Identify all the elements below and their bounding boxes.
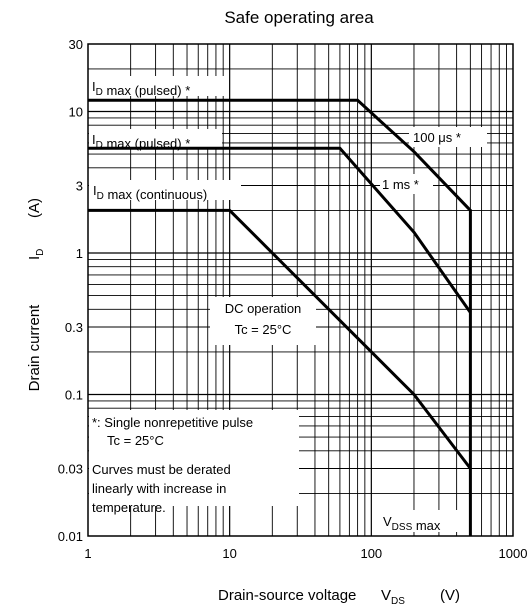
x-tick-label: 10 [222,546,236,561]
id-max-continuous: ID max (continuous) [93,183,207,202]
dc-operation-line1: DC operation [225,301,302,316]
y-axis-title: Drain current [26,304,43,392]
x-axis-label: Drain-source voltage VDS (V) [218,587,460,607]
label-background [89,180,241,200]
y-tick-label: 3 [76,178,83,193]
plot-border [87,43,514,537]
soa-curves [88,76,487,536]
id-max-pulsed-2: ID max (pulsed) * [92,132,190,151]
vdss-max: VDSS max [383,514,441,533]
y-tick-label: 0.3 [65,320,83,335]
x-tick-label: 100 [360,546,382,561]
dc-operation-line2: Tc = 25°C [235,322,292,337]
y-tick-label: 10 [69,105,83,120]
label-background [409,127,487,147]
label-1ms: 1 ms * [382,177,419,192]
chart-title: Safe operating area [224,8,374,27]
series-line-3 [88,208,472,470]
y-tick-label: 30 [69,37,83,52]
label-100us: 100 μs * [413,130,461,145]
note-line: Tc = 25°C [107,433,164,448]
label-background [379,510,466,532]
x-axis-symbol: VDS [381,587,405,607]
series-line-2 [88,146,472,314]
y-tick-label: 0.03 [58,461,83,476]
y-axis-unit: (A) [26,198,43,218]
y-tick-labels: 30 10 3 1 0.3 0.1 0.03 0.01 [58,37,83,544]
plot-frame [87,43,514,537]
note-line: linearly with increase in [92,481,226,496]
curve-annotations: ID max (pulsed) * ID max (pulsed) * ID max… [92,79,461,533]
x-tick-label: 1 [84,546,91,561]
grid [88,44,513,536]
y-tick-label: 0.1 [65,388,83,403]
id-max-pulsed-1: ID max (pulsed) * [92,79,190,98]
label-background [380,174,433,194]
label-background [89,410,299,506]
y-axis-label: Drain current ID (A) [26,198,46,391]
x-axis-title: Drain-source voltage [218,587,356,604]
series-line-1 [88,98,472,536]
x-axis-unit: (V) [440,587,460,604]
label-background [89,76,227,96]
y-tick-label: 1 [76,246,83,261]
note-line: Curves must be derated [92,462,231,477]
y-tick-label: 0.01 [58,529,83,544]
x-tick-label: 1000 [499,546,528,561]
label-background [89,129,222,149]
label-background [210,297,316,345]
note-line: *: Single nonrepetitive pulse [92,415,253,430]
y-axis-symbol: ID [26,249,46,260]
x-tick-labels: 1 10 100 1000 [84,546,527,561]
note-line: temperature. [92,500,166,515]
y-axis-label-group: Drain current ID (A) [26,198,46,391]
derating-note: *: Single nonrepetitive pulse Tc = 25°C Cu… [92,415,253,515]
